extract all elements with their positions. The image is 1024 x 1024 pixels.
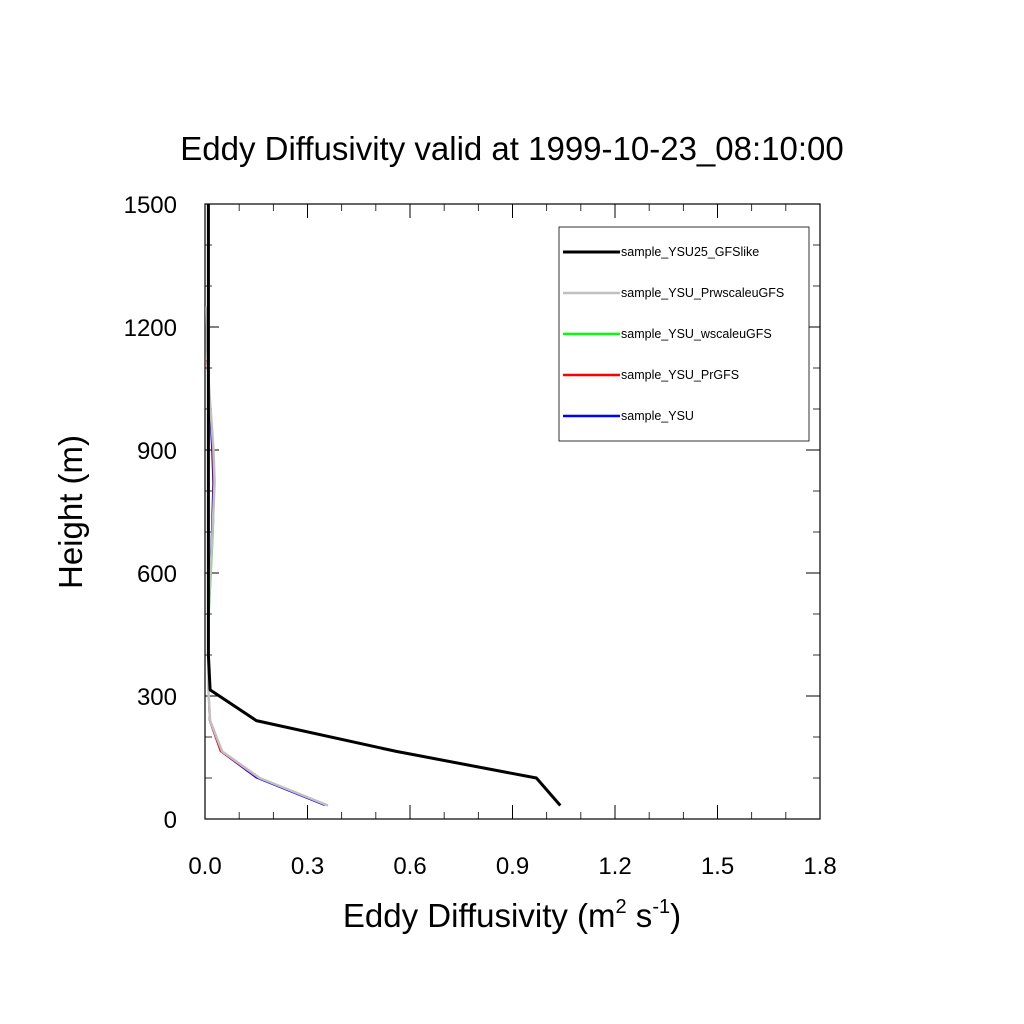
y-axis-title: Height (m) bbox=[52, 435, 89, 589]
plot-area: 0.0 0.3 0.6 0.9 1.2 1.5 1.8 0 300 600 900 1200 1500 bbox=[124, 192, 837, 880]
axis-ticks bbox=[204, 203, 821, 820]
legend-label: sample_YSU_PrGFS bbox=[621, 368, 739, 382]
legend-label: sample_YSU_wscaleuGFS bbox=[621, 327, 772, 341]
y-tick-label: 0 bbox=[164, 807, 177, 834]
y-tick-label: 300 bbox=[137, 684, 177, 711]
legend-label: sample_YSU_PrwscaleuGFS bbox=[621, 286, 784, 300]
axis-tick-labels: 0.0 0.3 0.6 0.9 1.2 1.5 1.8 0 300 600 900 1200 1500 bbox=[124, 192, 837, 880]
legend-entries: sample_YSU25_GFSlike sample_YSU_Prwscaleu… bbox=[563, 245, 784, 423]
x-tick-label: 1.5 bbox=[701, 853, 734, 880]
series-line-sample_YSU25_GFSlike bbox=[206, 204, 562, 807]
x-tick-label: 1.2 bbox=[598, 853, 631, 880]
series-lines bbox=[205, 204, 562, 807]
x-tick-label: 0.3 bbox=[291, 853, 324, 880]
chart-title: Eddy Diffusivity valid at 1999-10-23_08:… bbox=[180, 130, 843, 167]
x-tick-label: 0.9 bbox=[496, 853, 529, 880]
x-tick-label: 1.8 bbox=[803, 853, 836, 880]
y-tick-label: 900 bbox=[137, 438, 177, 465]
y-tick-label: 600 bbox=[137, 561, 177, 588]
x-tick-label: 0.6 bbox=[393, 853, 426, 880]
y-tick-label: 1500 bbox=[124, 192, 177, 219]
x-axis-title-sup-2: 2 bbox=[616, 896, 627, 918]
x-axis-title-sup-neg1: -1 bbox=[652, 896, 670, 918]
x-axis-title-s: s bbox=[627, 897, 653, 934]
x-tick-label: 0.0 bbox=[188, 853, 221, 880]
legend: sample_YSU25_GFSlike sample_YSU_Prwscaleu… bbox=[558, 226, 810, 442]
x-axis-title: Eddy Diffusivity (m2 s-1) bbox=[343, 896, 681, 934]
legend-label: sample_YSU bbox=[621, 409, 694, 423]
legend-label: sample_YSU25_GFSlike bbox=[621, 245, 759, 259]
x-axis-title-close: ) bbox=[670, 897, 681, 934]
y-tick-label: 1200 bbox=[124, 315, 177, 342]
x-axis-title-base: Eddy Diffusivity (m bbox=[343, 897, 616, 934]
